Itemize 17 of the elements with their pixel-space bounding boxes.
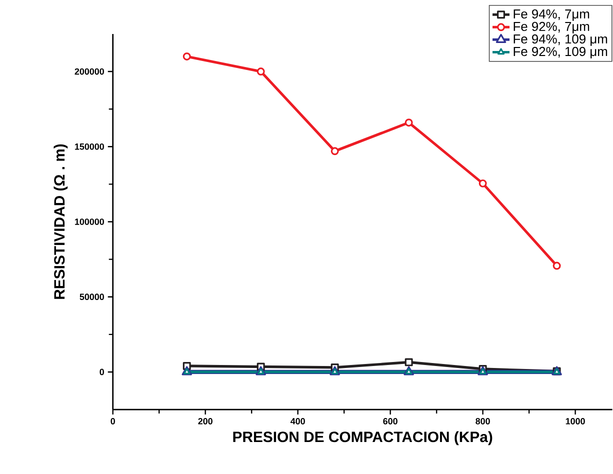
y-axis-title: RESISTIVIDAD (Ω . m) [54,144,68,299]
y-tick-label: 50000 [80,293,104,300]
x-axis-title: PRESION DE COMPACTACION (KPa) [233,430,492,445]
legend-label: Fe 92%, 109 μm [514,46,608,58]
y-tick-label: 0 [100,368,104,375]
x-tick-label: 800 [476,418,490,424]
legend-label: Fe 94%, 7μm [514,9,590,21]
x-tick-label: 0 [110,418,116,424]
x-tick-label: 600 [383,418,398,424]
x-tick-label: 1000 [566,418,585,424]
y-tick-label: 200000 [74,68,104,74]
legend-label: Fe 94%, 109 μm [514,34,608,46]
y-tick-label: 150000 [75,143,104,150]
x-tick-label: 400 [290,418,305,424]
legend-label: Fe 92%, 7μm [514,22,590,34]
y-tick-label: 100000 [75,218,104,225]
x-tick-label: 200 [198,418,212,424]
